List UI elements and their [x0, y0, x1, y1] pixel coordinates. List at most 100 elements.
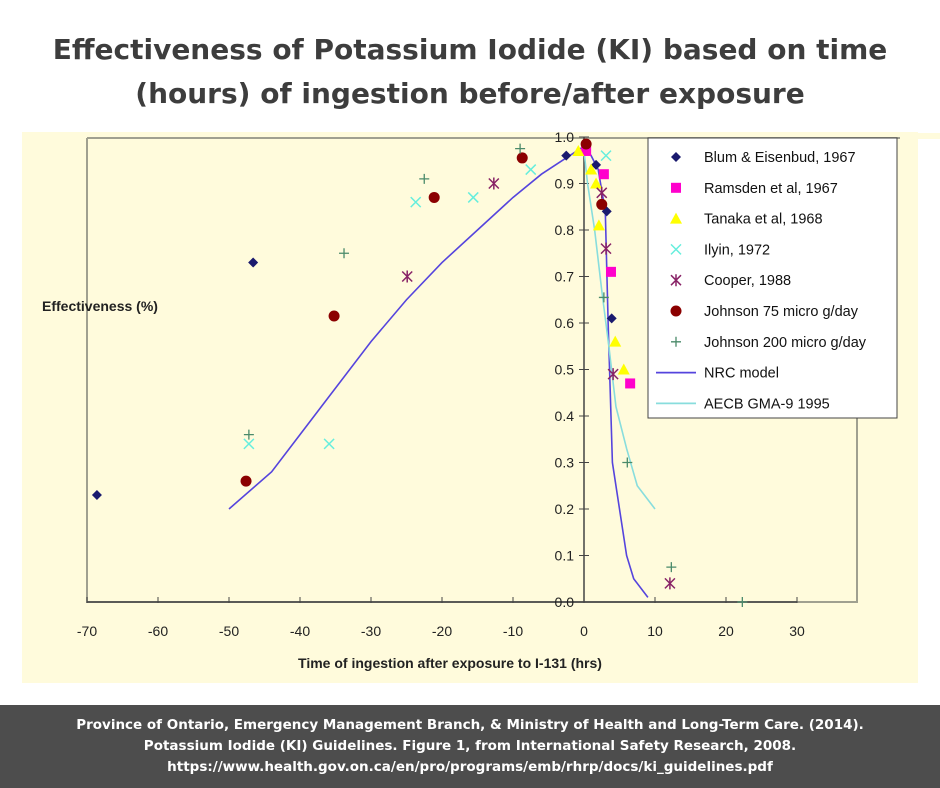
plus-marker	[515, 143, 526, 154]
data-point	[515, 143, 526, 154]
y-tick-label: 0.6	[555, 315, 575, 331]
series-1	[581, 145, 636, 389]
data-point	[596, 186, 608, 199]
y-tick-label: 0.2	[555, 501, 575, 517]
data-point	[591, 159, 602, 170]
legend-label: Ilyin, 1972	[704, 242, 770, 258]
circle-marker	[328, 310, 340, 322]
legend-label: Blum & Eisenbud, 1967	[704, 150, 856, 166]
legend-marker	[670, 274, 682, 287]
data-point	[581, 145, 592, 156]
data-point	[590, 177, 603, 189]
triangle-marker	[572, 144, 585, 156]
data-point	[609, 335, 622, 347]
frame-mask	[82, 133, 940, 139]
title-line-1: Effectiveness of Potassium Iodide (KI) b…	[52, 33, 888, 66]
y-tick-label: 0.8	[555, 222, 575, 238]
series-line-7	[228, 145, 649, 598]
x-tick-label: -20	[432, 623, 452, 639]
x-tick-label: -50	[219, 623, 239, 639]
series-6	[243, 143, 748, 607]
data-point	[401, 270, 413, 283]
data-point	[91, 490, 102, 501]
data-point	[572, 144, 585, 156]
data-point	[600, 150, 612, 162]
data-point	[419, 173, 430, 184]
legend-label: Johnson 200 micro g/day	[704, 335, 867, 351]
circle-marker	[428, 191, 440, 203]
plus-marker	[243, 429, 254, 440]
data-point	[410, 196, 422, 208]
plus-marker	[419, 173, 430, 184]
legend-marker	[671, 336, 681, 347]
data-point	[617, 363, 630, 375]
legend-marker	[670, 243, 682, 255]
y-axis-label: Effectiveness (%)	[42, 298, 158, 314]
data-point	[596, 198, 608, 210]
legend-box	[647, 137, 898, 419]
diamond-marker	[91, 490, 102, 501]
x-tick-label: -10	[503, 623, 523, 639]
data-point	[488, 177, 500, 190]
legend-marker	[671, 152, 681, 162]
data-point	[625, 378, 636, 389]
plus-marker	[737, 597, 748, 607]
plus-marker	[666, 562, 677, 573]
diamond-marker	[591, 159, 602, 170]
series-0	[91, 150, 617, 501]
legend: Blum & Eisenbud, 1967 Ramsden et al, 1967…	[647, 137, 898, 419]
data-point	[248, 257, 259, 268]
title-line-2: (hours) of ingestion before/after exposu…	[135, 77, 805, 110]
data-point	[605, 266, 616, 277]
series-3	[243, 150, 612, 450]
data-point	[600, 242, 612, 255]
y-tick-label: 0.9	[555, 176, 575, 192]
star-marker	[401, 270, 413, 283]
series-4	[401, 177, 676, 590]
data-point	[607, 368, 619, 381]
series-5	[240, 138, 608, 487]
data-point	[428, 191, 440, 203]
y-tick-label: 0.0	[555, 594, 575, 610]
legend-label: Cooper, 1988	[704, 273, 791, 289]
data-point	[666, 562, 677, 573]
x-marker	[323, 438, 335, 450]
legend-label: AECB GMA-9 1995	[704, 396, 830, 412]
citation-footer: Province of Ontario, Emergency Managemen…	[0, 705, 940, 788]
y-tick-label: 0.1	[555, 548, 575, 564]
x-marker	[670, 243, 682, 255]
triangle-marker	[585, 163, 598, 175]
circle-marker	[670, 305, 682, 317]
x-tick-label: -60	[148, 623, 168, 639]
data-point	[516, 152, 528, 164]
legend-label: Ramsden et al, 1967	[704, 181, 838, 197]
x-tick-label: 20	[718, 623, 734, 639]
data-point	[585, 163, 598, 175]
star-marker	[664, 577, 676, 590]
square-marker	[598, 169, 609, 180]
y-tick-label: 0.5	[555, 362, 575, 378]
legend-label: Tanaka et al, 1968	[704, 212, 823, 228]
triangle-marker	[670, 212, 682, 224]
star-marker	[607, 368, 619, 381]
y-tick-label: 0.4	[555, 408, 575, 424]
data-point	[525, 164, 537, 176]
page-title: Effectiveness of Potassium Iodide (KI) b…	[0, 28, 940, 116]
data-point	[561, 150, 572, 161]
star-marker	[600, 242, 612, 255]
square-marker	[581, 145, 592, 156]
x-axis-label: Time of ingestion after exposure to I-13…	[298, 655, 602, 671]
plus-marker	[671, 336, 681, 347]
x-tick-label: 10	[647, 623, 663, 639]
y-tick-label: 0.7	[555, 269, 575, 285]
square-marker	[605, 266, 616, 277]
legend-label: NRC model	[704, 366, 779, 382]
circle-marker	[580, 138, 592, 150]
data-point	[737, 597, 748, 607]
legend-marker	[670, 212, 682, 224]
data-point	[606, 313, 617, 324]
triangle-marker	[592, 219, 605, 231]
citation-line-1: Province of Ontario, Emergency Managemen…	[76, 717, 864, 733]
diamond-marker	[671, 152, 681, 162]
legend-label: Johnson 75 micro g/day	[704, 304, 859, 320]
